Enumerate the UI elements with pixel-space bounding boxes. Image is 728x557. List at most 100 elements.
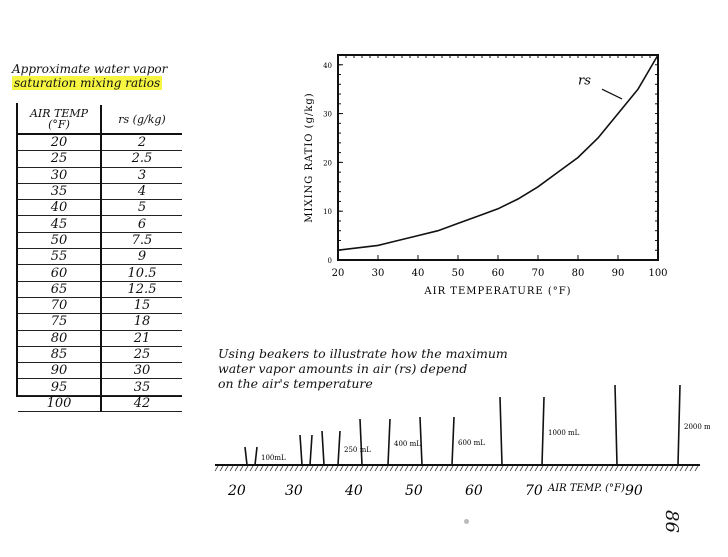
beaker xyxy=(359,418,391,466)
surface-hatch xyxy=(429,465,434,472)
surface-hatch xyxy=(564,465,569,472)
surface-hatch xyxy=(314,465,319,472)
beaker xyxy=(419,416,455,466)
surface-hatch xyxy=(334,465,339,472)
cell-rs: 21 xyxy=(133,330,151,346)
cell-temp: 35 xyxy=(18,183,102,200)
surface-hatch xyxy=(394,465,399,472)
surface-hatch xyxy=(469,465,474,472)
surface-hatch xyxy=(559,465,564,472)
surface-hatch xyxy=(264,465,269,472)
surface-hatch xyxy=(674,465,679,472)
surface-hatch xyxy=(649,465,654,472)
surface-hatch xyxy=(534,465,539,472)
surface-hatch xyxy=(599,465,604,472)
surface-hatch xyxy=(399,465,404,472)
x-tick-label: 60 xyxy=(492,268,505,279)
air-temp-axis-label: AIR TEMP. (°F) xyxy=(547,483,625,494)
beaker-volume-label: 250 mL xyxy=(344,446,371,454)
surface-hatch xyxy=(419,465,424,472)
surface-hatch xyxy=(474,465,479,472)
surface-hatch xyxy=(524,465,529,472)
surface-hatch xyxy=(294,465,299,472)
x-tick-label: 30 xyxy=(372,268,385,279)
y-tick-label: 0 xyxy=(328,257,332,265)
cell-temp: 75 xyxy=(18,313,102,331)
surface-hatch xyxy=(449,465,454,472)
table-row: 60 10.5 xyxy=(18,264,182,282)
surface-hatch xyxy=(279,465,284,472)
surface-hatch xyxy=(594,465,599,472)
table-row: 90 30 xyxy=(18,362,182,379)
table-row: 55 9 xyxy=(18,248,182,265)
surface-hatch xyxy=(544,465,549,472)
cell-rs: 2.5 xyxy=(131,151,153,167)
surface-hatch xyxy=(489,465,494,472)
cell-temp: 50 xyxy=(18,232,102,249)
surface-hatch xyxy=(374,465,379,472)
cell-temp: 25 xyxy=(18,150,102,168)
surface-hatch xyxy=(259,465,264,472)
surface-hatch xyxy=(664,465,669,472)
beaker-caption-line3: on the air's temperature xyxy=(218,376,373,391)
surface-hatch xyxy=(684,465,689,472)
surface-hatch xyxy=(329,465,334,472)
cell-rs: 25 xyxy=(133,347,151,362)
surface-hatch xyxy=(579,465,584,472)
page-number: 86 xyxy=(661,510,682,533)
table-title-line1: Approximate water vapor xyxy=(12,62,168,76)
surface-hatch xyxy=(634,465,639,472)
table-row: 45 6 xyxy=(18,215,182,233)
temp-label: 70 xyxy=(525,483,543,499)
surface-hatch xyxy=(454,465,459,472)
surface-hatch xyxy=(504,465,509,472)
mixing-ratio-chart: 20 30 40 50 60 70 80 90 100 0 10 20 30 40 rs AIR TEMPER… xyxy=(304,54,668,297)
cell-rs: 2 xyxy=(137,135,147,151)
surface-hatch xyxy=(214,465,219,472)
surface-hatch xyxy=(644,465,649,472)
surface-hatch xyxy=(304,465,309,472)
surface-hatch xyxy=(529,465,534,472)
temp-label: 30 xyxy=(285,483,303,499)
surface-hatch xyxy=(669,465,674,472)
table-title-line2: saturation mixing ratios xyxy=(12,76,163,90)
mixing-ratio-table: AIR TEMP (°F) rs (g/kg) 20 2 25 2.5 30 3 35 4 40… xyxy=(18,105,182,412)
surface-hatch xyxy=(424,465,429,472)
x-tick-label: 40 xyxy=(412,268,425,279)
surface-hatch xyxy=(609,465,614,472)
surface-hatch xyxy=(219,465,224,472)
y-tick-label: 10 xyxy=(323,208,332,216)
surface-hatch xyxy=(679,465,684,472)
table-row: 65 12.5 xyxy=(18,281,182,298)
temp-label: 60 xyxy=(465,483,483,499)
cell-temp: 65 xyxy=(18,281,102,298)
cell-rs: 9 xyxy=(137,249,147,265)
surface-hatch xyxy=(694,465,699,472)
surface-hatch xyxy=(499,465,504,472)
surface-hatch xyxy=(354,465,359,472)
surface-hatch xyxy=(589,465,594,472)
cell-rs: 12.5 xyxy=(127,281,157,297)
surface-hatch xyxy=(299,465,304,472)
beaker xyxy=(244,446,258,466)
table-row: 25 2.5 xyxy=(18,150,182,168)
col-header-temp: AIR TEMP (°F) xyxy=(18,105,102,134)
cell-rs: 3 xyxy=(137,167,147,183)
surface-hatch xyxy=(324,465,329,472)
table-row: 30 3 xyxy=(18,167,182,184)
y-tick-label: 20 xyxy=(323,159,332,167)
surface-hatch xyxy=(384,465,389,472)
x-tick-label: 80 xyxy=(572,268,585,279)
cell-rs: 10.5 xyxy=(127,265,157,281)
cell-temp: 20 xyxy=(18,134,102,151)
surface-hatch xyxy=(389,465,394,472)
cell-rs: 35 xyxy=(133,379,151,395)
table-row: 80 21 xyxy=(18,330,182,347)
table-row: 40 5 xyxy=(18,199,182,216)
cell-temp: 90 xyxy=(18,362,102,379)
surface-hatch xyxy=(319,465,324,472)
cell-temp: 70 xyxy=(18,297,102,314)
x-tick-label: 100 xyxy=(648,268,667,279)
table-row: 70 15 xyxy=(18,297,182,314)
surface-hatch xyxy=(444,465,449,472)
